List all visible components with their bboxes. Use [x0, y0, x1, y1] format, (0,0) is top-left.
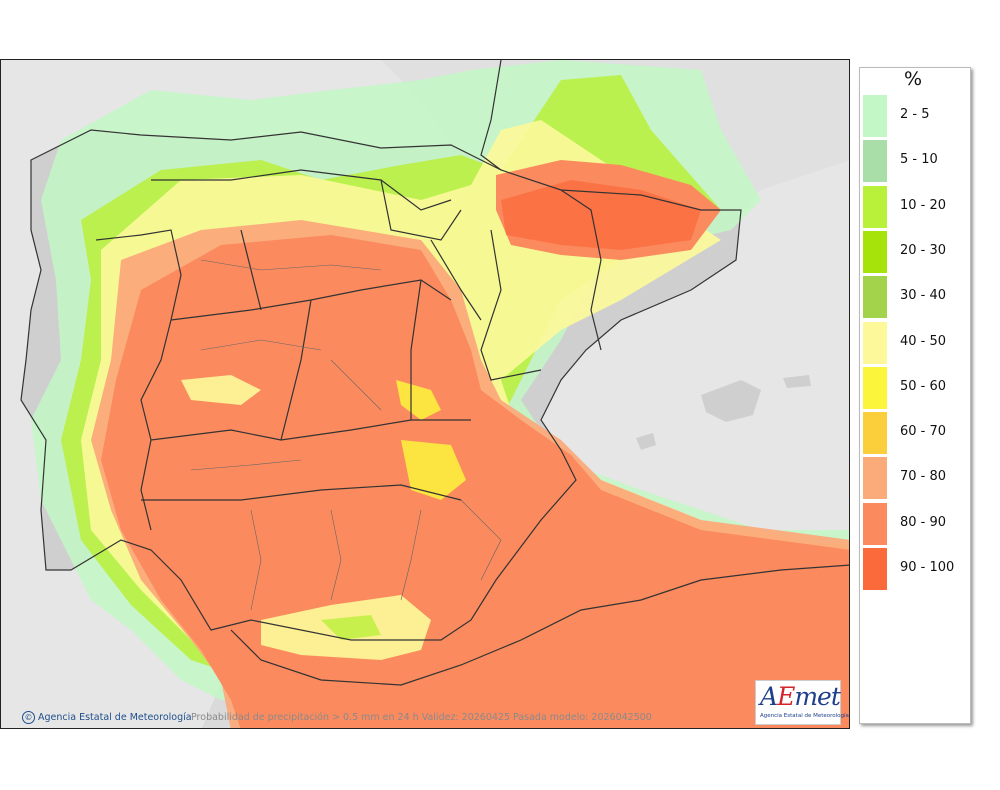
legend-swatch [863, 321, 887, 364]
legend-item: 2 - 5 [863, 95, 971, 137]
legend-panel: % 2 - 5 5 - 10 10 - 20 20 - 30 30 - 40 40 - 5… [859, 67, 971, 724]
balearic-menorca [783, 375, 811, 388]
footer-credit: © Agencia Estatal de Meteorología [22, 711, 192, 724]
province-borders [190, 259, 502, 611]
legend-swatch [863, 548, 887, 590]
map-view[interactable] [0, 59, 850, 729]
footer-info: Probabilidad de precipitación > 0.5 mm e… [191, 712, 652, 723]
legend-swatch [863, 140, 887, 183]
legend-item: 60 - 70 [863, 412, 971, 455]
legend-label: 60 - 70 [900, 424, 947, 440]
balearic-mallorca [701, 380, 761, 422]
legend-item: 20 - 30 [863, 230, 971, 273]
legend-item: 30 - 40 [863, 276, 971, 319]
legend-swatch [863, 457, 887, 500]
balearic-ibiza [636, 433, 656, 450]
logo-text-rest: met [794, 682, 841, 711]
legend-label: 80 - 90 [900, 514, 947, 530]
copyright-icon: © [22, 711, 35, 724]
legend-item: 70 - 80 [863, 457, 971, 500]
logo-subtitle: Agencia Estatal de Meteorología [760, 713, 849, 719]
borders [20, 60, 849, 686]
logo-text-a: A [760, 682, 778, 711]
legend-label: 2 - 5 [900, 107, 930, 122]
precipitation-overlay [31, 60, 849, 728]
logo-text-e: E [777, 682, 795, 711]
footer-credit-text: Agencia Estatal de Meteorología [38, 712, 192, 723]
legend-label: 90 - 100 [900, 560, 955, 575]
legend-item: 40 - 50 [863, 321, 971, 364]
legend-swatch [863, 276, 887, 319]
legend-swatch [863, 95, 887, 137]
legend-item: 5 - 10 [863, 140, 971, 183]
precipitation-map [1, 60, 849, 728]
aemet-logo: AEmet Agencia Estatal de Meteorología [755, 680, 849, 725]
legend-swatch [863, 412, 887, 455]
legend-label: 50 - 60 [900, 378, 947, 394]
legend-item: 10 - 20 [863, 185, 971, 228]
legend-label: 10 - 20 [900, 197, 947, 213]
legend-swatch [863, 366, 887, 409]
legend-label: 20 - 30 [900, 242, 947, 258]
legend-label: 40 - 50 [900, 333, 947, 349]
legend-label: 5 - 10 [900, 152, 938, 168]
legend-swatch [863, 502, 887, 545]
legend-item: 50 - 60 [863, 366, 971, 409]
legend-unit: % [904, 68, 923, 90]
legend-label: 30 - 40 [900, 288, 947, 304]
legend-swatch [863, 185, 887, 228]
legend-label: 70 - 80 [900, 469, 947, 485]
legend-item: 80 - 90 [863, 502, 971, 545]
legend-item: 90 - 100 [863, 548, 971, 590]
legend-swatch [863, 230, 887, 273]
